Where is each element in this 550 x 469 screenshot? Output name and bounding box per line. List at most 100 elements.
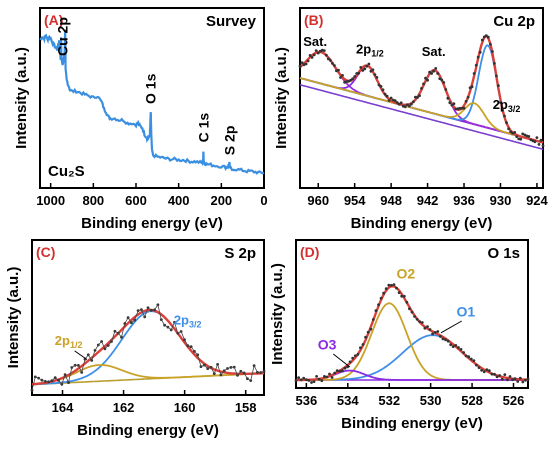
x-tick-label-D-5: 526 bbox=[503, 393, 525, 408]
data-point-B-9 bbox=[316, 51, 320, 55]
x-tick-label-B-2: 948 bbox=[380, 193, 402, 208]
y-axis-label-B: Intensity (a.u.) bbox=[273, 47, 290, 149]
data-point-D-88 bbox=[521, 380, 525, 384]
data-point-B-113 bbox=[527, 135, 531, 138]
x-tick-label-A-5: 0 bbox=[260, 193, 267, 208]
o1s-peak-label-2: O1 bbox=[457, 303, 476, 319]
data-point-B-59 bbox=[418, 94, 421, 98]
data-point-D-51 bbox=[426, 325, 429, 328]
data-point-B-87 bbox=[474, 63, 478, 67]
data-point-B-53 bbox=[405, 103, 409, 106]
fit-envelope-D bbox=[296, 284, 528, 382]
data-points-C bbox=[30, 303, 266, 392]
data-point-B-81 bbox=[462, 106, 466, 110]
x-tick-label-D-4: 528 bbox=[461, 393, 483, 408]
panel-title-A: Survey bbox=[206, 13, 257, 30]
s2p-peak-label-0-main: 2p bbox=[55, 333, 70, 348]
data-point-D-75 bbox=[487, 369, 491, 373]
data-point-B-25 bbox=[349, 78, 352, 82]
data-point-D-37 bbox=[390, 283, 393, 287]
data-point-D-60 bbox=[449, 343, 453, 347]
data-point-D-84 bbox=[511, 378, 514, 382]
data-point-B-12 bbox=[322, 49, 326, 52]
data-point-D-1 bbox=[297, 376, 300, 380]
data-point-B-96 bbox=[493, 62, 496, 65]
s2p-peak-label-0: 2p1/2 bbox=[55, 333, 83, 350]
data-point-D-4 bbox=[304, 378, 308, 381]
x-tick-label-A-1: 800 bbox=[82, 193, 104, 208]
data-point-B-1 bbox=[300, 61, 304, 64]
data-point-B-58 bbox=[416, 96, 419, 99]
data-point-B-103 bbox=[507, 127, 510, 131]
data-point-D-70 bbox=[475, 363, 478, 367]
data-point-D-81 bbox=[503, 373, 507, 376]
data-point-B-0 bbox=[298, 64, 302, 68]
data-point-B-69 bbox=[438, 77, 442, 80]
data-point-B-8 bbox=[314, 49, 318, 52]
x-axis-label-A: Binding energy (eV) bbox=[81, 215, 223, 232]
data-point-B-29 bbox=[357, 71, 361, 75]
data-point-D-69 bbox=[472, 359, 476, 362]
cu2p-peak-label-1-main: 2p bbox=[356, 41, 371, 56]
s2p-peak-label-0-sub: 1/2 bbox=[70, 340, 83, 350]
x-tick-label-B-1: 954 bbox=[344, 193, 366, 208]
data-point-D-76 bbox=[490, 372, 494, 376]
data-point-B-34 bbox=[367, 62, 371, 66]
data-point-B-100 bbox=[501, 108, 504, 112]
data-point-B-119 bbox=[539, 138, 543, 142]
data-point-D-67 bbox=[467, 355, 471, 359]
data-point-B-21 bbox=[341, 74, 344, 77]
data-point-B-99 bbox=[499, 101, 502, 104]
data-point-B-20 bbox=[339, 76, 342, 79]
data-trace-C bbox=[31, 303, 265, 391]
sample-label: Cu₂S bbox=[48, 163, 85, 180]
survey-peak-label-3: S 2p bbox=[221, 126, 237, 156]
data-point-B-85 bbox=[470, 85, 474, 89]
x-axis-label-D: Binding energy (eV) bbox=[341, 415, 483, 432]
data-point-B-70 bbox=[440, 78, 444, 82]
o1-leader-line bbox=[440, 320, 462, 334]
data-points-B bbox=[298, 34, 545, 148]
y-axis-label-D: Intensity (a.u.) bbox=[269, 263, 286, 365]
data-point-D-12 bbox=[325, 375, 329, 379]
x-tick-label-A-2: 600 bbox=[125, 193, 147, 208]
data-point-B-95 bbox=[491, 50, 494, 53]
data-point-D-48 bbox=[418, 320, 422, 323]
data-point-D-90 bbox=[526, 377, 530, 381]
plot-frame-D bbox=[295, 239, 529, 389]
data-point-B-74 bbox=[448, 101, 452, 105]
data-point-B-120 bbox=[541, 144, 545, 148]
data-point-D-0 bbox=[294, 379, 298, 382]
data-point-B-72 bbox=[444, 88, 448, 91]
panel-title-C: S 2p bbox=[224, 245, 256, 262]
data-point-D-74 bbox=[485, 368, 489, 371]
o1s-peak-label-1: O2 bbox=[396, 266, 415, 282]
data-point-D-56 bbox=[439, 335, 442, 338]
data-point-B-44 bbox=[387, 99, 391, 102]
data-point-B-73 bbox=[446, 96, 450, 100]
data-point-B-77 bbox=[454, 107, 458, 111]
data-point-B-105 bbox=[511, 131, 514, 135]
data-point-B-32 bbox=[363, 67, 367, 71]
plot-frame-C bbox=[31, 239, 265, 396]
data-point-B-101 bbox=[503, 114, 506, 118]
plot-frame-A bbox=[39, 7, 265, 189]
cu2p-peak-label-3-main: 2p bbox=[493, 97, 508, 112]
data-point-D-32 bbox=[377, 303, 380, 307]
data-point-D-33 bbox=[379, 296, 383, 300]
data-point-D-78 bbox=[495, 375, 499, 379]
data-point-B-63 bbox=[426, 78, 429, 82]
data-point-D-62 bbox=[454, 344, 458, 347]
x-tick-label-B-6: 924 bbox=[526, 193, 548, 208]
x-tick-label-C-2: 160 bbox=[174, 400, 196, 415]
data-point-D-47 bbox=[415, 317, 419, 321]
data-point-D-18 bbox=[341, 369, 344, 373]
data-point-B-35 bbox=[369, 69, 373, 73]
data-point-B-94 bbox=[489, 42, 492, 46]
data-point-B-86 bbox=[472, 72, 476, 75]
data-point-D-52 bbox=[428, 328, 432, 331]
x-tick-label-A-3: 400 bbox=[168, 193, 190, 208]
x-tick-label-B-3: 942 bbox=[417, 193, 439, 208]
data-point-B-102 bbox=[505, 121, 508, 125]
